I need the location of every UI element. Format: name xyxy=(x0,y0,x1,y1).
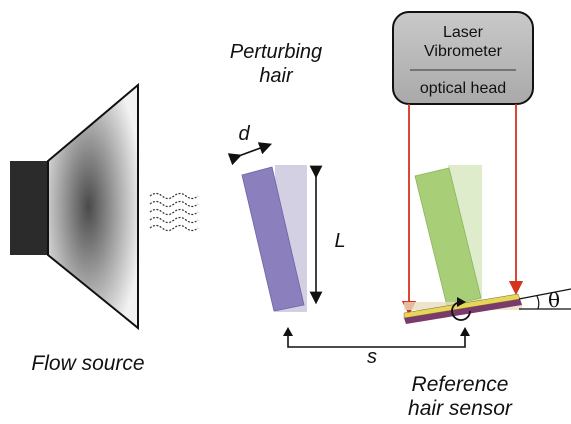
airflow-icon xyxy=(149,192,199,232)
perturbing-label-line1: Perturbing xyxy=(230,41,322,63)
theta-arc xyxy=(536,295,540,310)
label-theta: θ xyxy=(548,288,560,312)
width-d-arrow xyxy=(227,142,273,166)
reference-label-line1: Reference xyxy=(412,373,509,396)
perturbing-label-line2: hair xyxy=(259,65,294,87)
spacing-s-bracket xyxy=(287,334,466,348)
label-L: L xyxy=(334,230,345,252)
label-d: d xyxy=(238,123,250,145)
perturbing-hair xyxy=(241,166,305,312)
laser-label-line2: Vibrometer xyxy=(424,43,503,60)
s-bracket-arrowhead-left xyxy=(283,327,293,336)
s-bracket-arrowhead-right xyxy=(460,327,470,336)
speaker-cone xyxy=(47,82,139,331)
label-s: s xyxy=(367,346,377,368)
sensor-plate-base xyxy=(404,299,522,324)
rotation-arrowhead xyxy=(457,297,466,307)
laser-vibrometer-box xyxy=(392,11,534,105)
laser-label-line3: optical head xyxy=(420,80,506,97)
laser-label-line1: Laser xyxy=(443,24,484,41)
speaker-magnet xyxy=(10,161,48,255)
theta-plate-line xyxy=(518,288,571,300)
rotation-arrow-icon xyxy=(451,301,471,321)
reference-hair xyxy=(414,167,482,307)
laser-vibrometer: Laser Vibrometer optical head xyxy=(392,11,534,105)
flow-source-label: Flow source xyxy=(31,352,144,375)
reference-label-line2: hair sensor xyxy=(408,397,513,420)
flow-source-speaker xyxy=(10,82,139,331)
